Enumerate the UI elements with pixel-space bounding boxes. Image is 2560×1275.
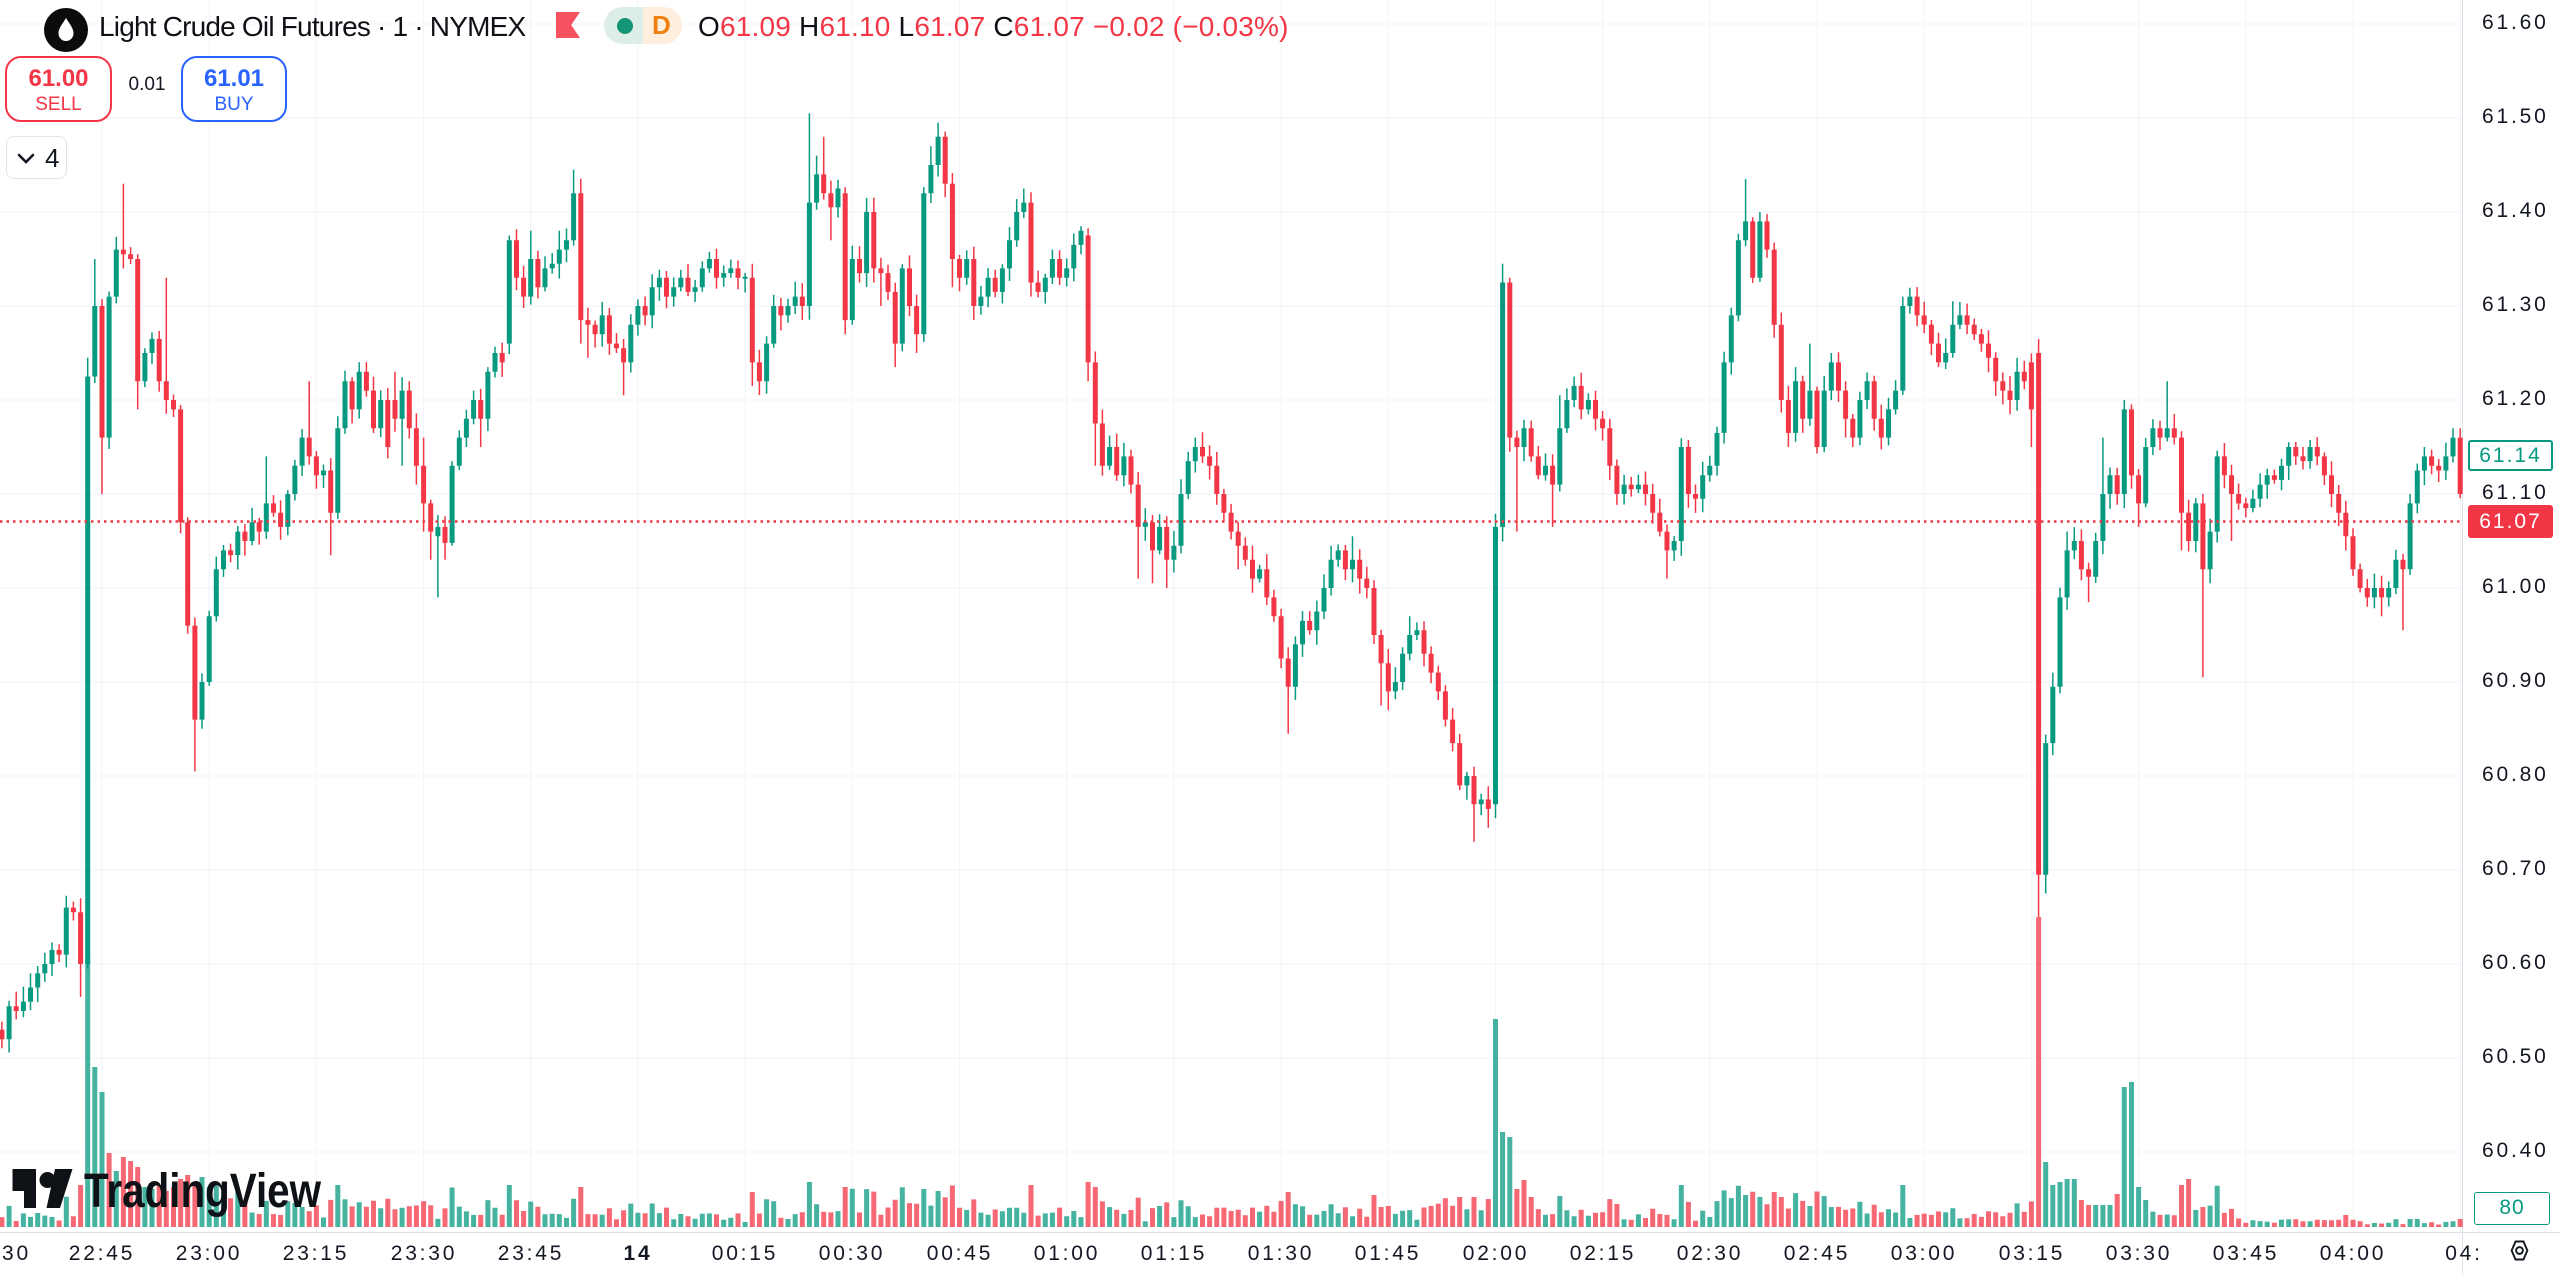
- svg-text:TradingView: TradingView: [84, 1165, 322, 1218]
